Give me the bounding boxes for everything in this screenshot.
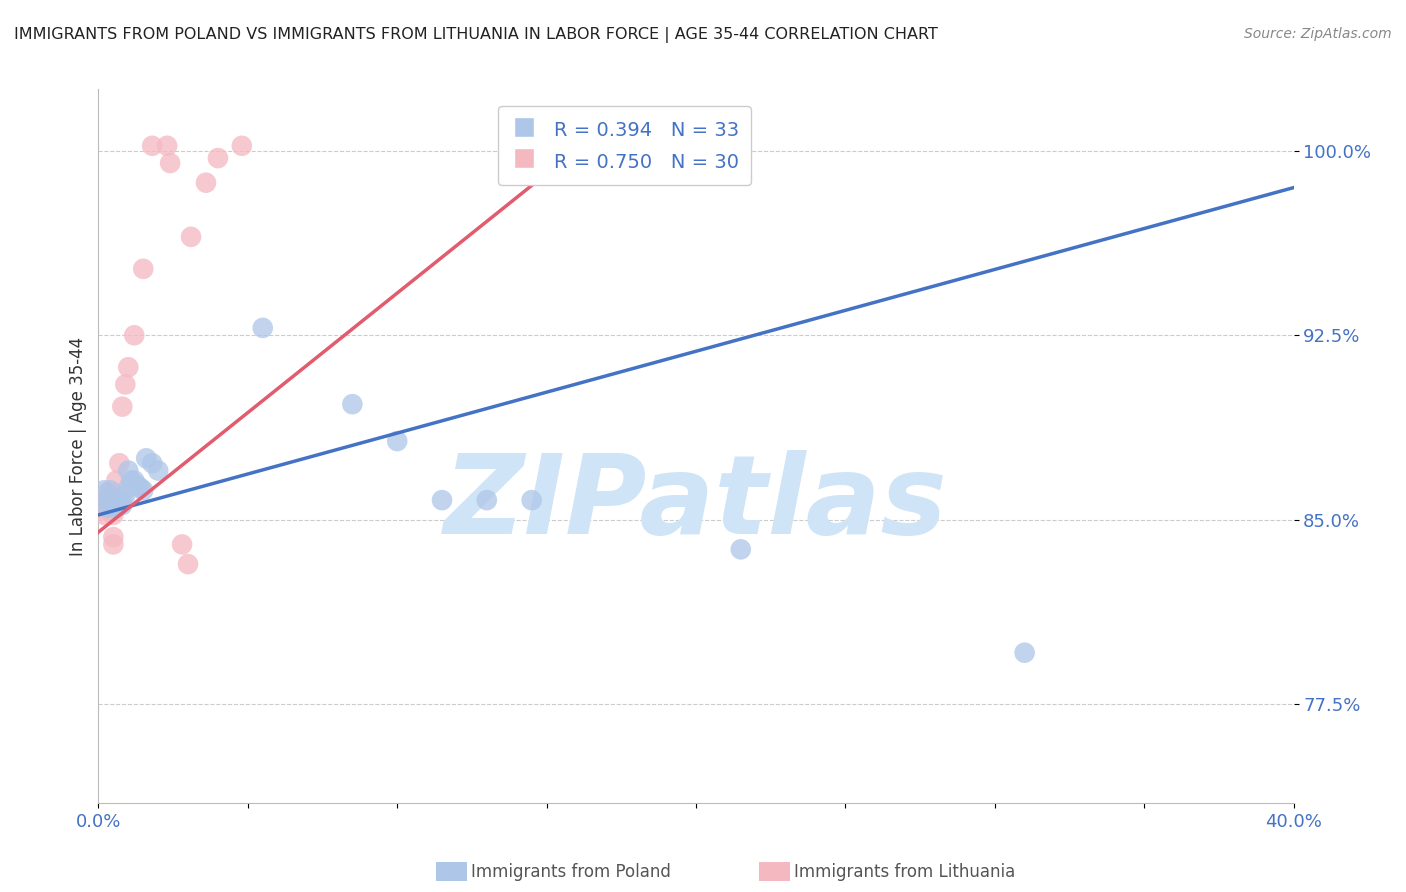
- Point: [111, 400, 134, 414]
- Point: [231, 138, 253, 153]
- Point: [103, 508, 125, 522]
- Point: [141, 138, 163, 153]
- Point: [105, 498, 128, 512]
- Point: [730, 542, 752, 557]
- Point: [385, 434, 409, 448]
- Point: [96, 500, 118, 515]
- Legend: R = 0.394   N = 33, R = 0.750   N = 30: R = 0.394 N = 33, R = 0.750 N = 30: [498, 106, 751, 185]
- Point: [96, 485, 118, 500]
- Point: [117, 464, 139, 478]
- Point: [98, 483, 122, 498]
- Point: [1014, 646, 1036, 660]
- Point: [111, 498, 134, 512]
- Point: [114, 377, 136, 392]
- Point: [93, 498, 115, 512]
- Point: [132, 261, 155, 276]
- Point: [195, 176, 218, 190]
- Text: ZIPatlas: ZIPatlas: [444, 450, 948, 557]
- Point: [103, 530, 125, 544]
- Text: Immigrants from Poland: Immigrants from Poland: [471, 863, 671, 881]
- Point: [475, 493, 498, 508]
- Text: Immigrants from Lithuania: Immigrants from Lithuania: [794, 863, 1015, 881]
- Point: [252, 321, 274, 335]
- Point: [120, 474, 142, 488]
- Point: [342, 397, 364, 411]
- Point: [177, 557, 200, 571]
- Point: [430, 493, 453, 508]
- Point: [98, 493, 122, 508]
- Point: [103, 537, 125, 551]
- Point: [105, 493, 128, 508]
- Point: [98, 493, 122, 508]
- Point: [105, 474, 128, 488]
- Point: [520, 493, 543, 508]
- Point: [114, 488, 136, 502]
- Point: [117, 481, 139, 495]
- Point: [132, 483, 155, 498]
- Point: [93, 508, 115, 522]
- Point: [90, 493, 112, 508]
- Point: [141, 456, 163, 470]
- Point: [93, 503, 115, 517]
- Point: [93, 483, 115, 498]
- Point: [98, 503, 122, 517]
- Point: [156, 138, 179, 153]
- Point: [96, 500, 118, 515]
- Point: [103, 500, 125, 515]
- Point: [207, 151, 229, 165]
- Point: [159, 156, 181, 170]
- Point: [117, 360, 139, 375]
- Point: [180, 230, 202, 244]
- Text: IMMIGRANTS FROM POLAND VS IMMIGRANTS FROM LITHUANIA IN LABOR FORCE | AGE 35-44 C: IMMIGRANTS FROM POLAND VS IMMIGRANTS FRO…: [14, 27, 938, 43]
- Point: [124, 328, 146, 343]
- Point: [129, 481, 152, 495]
- Point: [148, 464, 170, 478]
- Point: [105, 500, 128, 515]
- Point: [96, 493, 118, 508]
- Text: Source: ZipAtlas.com: Source: ZipAtlas.com: [1244, 27, 1392, 41]
- Point: [124, 474, 146, 488]
- Point: [103, 500, 125, 515]
- Point: [172, 537, 194, 551]
- Point: [135, 451, 157, 466]
- Point: [96, 493, 118, 508]
- Y-axis label: In Labor Force | Age 35-44: In Labor Force | Age 35-44: [69, 336, 87, 556]
- Point: [127, 478, 149, 492]
- Point: [98, 485, 122, 500]
- Point: [108, 493, 131, 508]
- Point: [108, 456, 131, 470]
- Point: [111, 493, 134, 508]
- Point: [103, 493, 125, 508]
- Point: [103, 498, 125, 512]
